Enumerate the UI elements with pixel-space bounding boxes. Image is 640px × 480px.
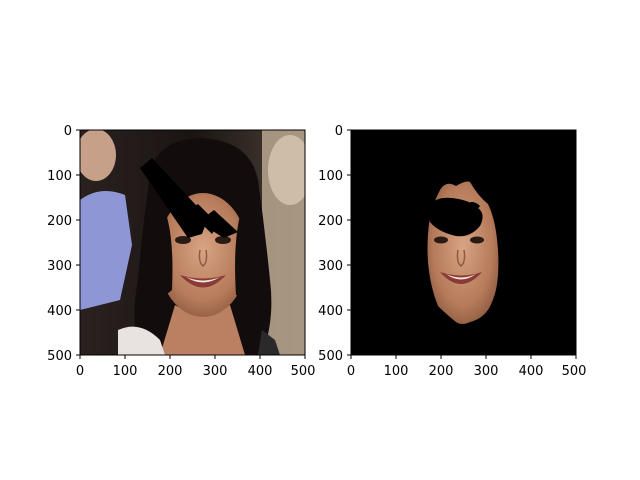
right-y-tick-label: 100: [318, 169, 343, 184]
right-y-tick-label: 200: [318, 214, 343, 229]
right-y-ticks: [347, 129, 351, 356]
right-y-tick-label: 0: [335, 124, 343, 139]
right-x-tick-label: 400: [519, 364, 544, 379]
right-x-tick-label: 0: [347, 364, 355, 379]
left-y-tick-label: 400: [47, 304, 72, 319]
right-x-tick-label: 100: [384, 364, 409, 379]
left-y-tick-label: 200: [47, 214, 72, 229]
right-x-tick-label: 500: [562, 364, 587, 379]
right-y-tick-label: 500: [318, 349, 343, 364]
left-x-tick-label: 100: [113, 364, 138, 379]
left-y-tick-label: 100: [47, 169, 72, 184]
left-x-tick-label: 200: [158, 364, 183, 379]
right-axes-frame: [350, 129, 577, 356]
left-x-tick-label: 0: [76, 364, 84, 379]
left-y-tick-label: 300: [47, 259, 72, 274]
right-y-tick-label: 300: [318, 259, 343, 274]
right-y-tick-label: 400: [318, 304, 343, 319]
left-y-ticks: [76, 129, 80, 356]
right-x-tick-label: 200: [429, 364, 454, 379]
left-x-tick-label: 500: [291, 364, 316, 379]
left-y-tick-label: 0: [64, 124, 72, 139]
portrait-photo-icon: [80, 130, 305, 355]
left-x-ticks: [79, 355, 306, 359]
left-x-tick-label: 300: [203, 364, 228, 379]
panel-original-photo: 0 100 200 300 400 500 0 100 200 300 400 …: [47, 124, 315, 379]
panel-masked-face: 0 100 200 300 400 500 0 100 200 300 400 …: [318, 124, 586, 379]
right-x-tick-label: 300: [474, 364, 499, 379]
left-axes-frame: [79, 129, 306, 356]
left-y-tick-label: 500: [47, 349, 72, 364]
right-x-ticks: [350, 355, 577, 359]
masked-face-icon: [351, 130, 576, 355]
left-x-tick-label: 400: [248, 364, 273, 379]
